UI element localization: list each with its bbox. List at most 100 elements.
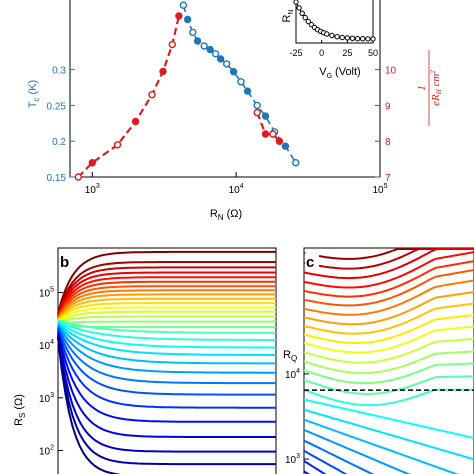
inset-point [349,35,356,41]
panel-b-curve [57,250,276,314]
panel-a-ytick-left-label: 0.25 [47,101,67,112]
panel-b-curve [57,332,276,438]
inset-xtick-label: -25 [289,48,302,58]
panel-a-xtick-label: 103 [85,183,100,196]
panel-a-frame [69,0,381,178]
panel-a-ytick-left-label: 0.3 [52,66,66,77]
panel-a-ytick-right-label: 8 [385,137,391,148]
svg-text:eRH cm2: eRH cm2 [429,70,443,106]
panel-b-ytick-label: 104 [39,339,54,352]
panel-b-curve [57,285,276,319]
inset-point [360,36,366,42]
panel-b-curve [57,276,276,318]
panel-b-curve [57,323,276,365]
panel-c-frame [303,247,474,474]
panel-b-ylabel: RS(Ω) [13,394,27,426]
panel-c-curve [303,248,474,280]
panel-b-curve [57,324,276,374]
panel-c-curve [303,439,375,474]
panel-a-series-1-point [113,141,122,149]
panel-a-series-1-point [159,67,167,76]
panel-c-curve [303,449,348,474]
panel-c-curve [303,375,474,395]
panel-b-curve [57,320,276,325]
panel-c-curve [303,251,474,289]
panel-b-curve [57,337,123,474]
panel-c-curve [303,418,460,474]
panel-a-ytick-right-label: 7 [385,173,391,184]
panel-a-series-0-point [216,55,225,63]
panel-b-curve [57,322,276,356]
panel-c-curve [303,325,474,354]
panel-c-ytick-label: 104 [285,368,300,381]
panel-a-xtick-label: 105 [372,183,387,196]
panel-b-curve [57,306,276,323]
panel-a-series-0-point [193,37,202,45]
panel-c-curve [303,279,474,316]
panel-a-series-0-point [292,158,300,167]
panel-a-series-0-point [222,60,231,68]
panel-a-series-0-point [237,78,245,86]
panel-a-series-0-point [211,50,220,58]
panel-b-curve [57,266,276,317]
panel-a-ytick-left-label: 0.2 [52,137,66,148]
panel-b-curve [57,315,276,324]
panel-a-series-1-line [77,15,180,178]
panel-a-series-0-point [281,142,290,150]
panel-b-curve [57,330,276,423]
inset-xtick-label: 25 [342,48,352,58]
inset-point [354,36,361,42]
panel-c-curve [303,350,474,375]
panel-c-curve [303,408,474,461]
inset-point [370,36,376,42]
panel-b-rs-curves: 102 103 104 105 b RS(Ω) [13,247,277,474]
panel-c-curve [303,337,474,364]
panel-b-curve [57,271,276,317]
panel-b-label-box [59,253,73,270]
panel-b-curve [57,297,276,322]
inset-point [296,5,302,11]
panel-c-curve [303,302,474,335]
panel-a-series-1-point [148,90,156,99]
panel-c-curve [303,362,474,385]
panel-b-curve [57,261,276,316]
panel-a-series-0-point [261,112,270,120]
panel-b-curve [57,319,277,334]
panel-a-series-0-point [229,67,238,76]
panel-a-series-0-point [183,15,192,24]
inset-xtick-label: 50 [368,48,378,58]
panel-a-inset: -25 0 25 50 RN VG (Volt) [281,0,378,80]
inset-point [329,32,335,39]
inset-xtick-label: 0 [319,48,324,58]
panel-b-curve [57,326,276,385]
inset-point [305,18,311,25]
panel-c-curve [303,314,474,345]
panel-a-series-1-point [131,117,140,126]
panel-a-series-0-point [189,28,197,37]
panel-b-curve [57,310,276,324]
panel-c-label: c [306,254,314,271]
inset-xlabel: VG (Volt) [319,66,360,80]
panel-a-series-1-point [175,12,183,20]
panel-b-curve [57,336,276,466]
panel-a-series-0-point [179,1,188,9]
inset-point [293,0,299,5]
inset-point [334,34,340,40]
panel-b-curve [57,334,276,453]
panel-a-series-0-point [206,45,214,54]
svg-text:1: 1 [416,85,428,91]
panel-c-rq-label: RQ [283,349,297,363]
panel-a-series-0-point [253,101,261,110]
panel-a-series-1-point [74,173,83,181]
panel-a-series-0-point [200,42,208,50]
panel-a-series-2-point [275,137,284,145]
panel-b-curve [57,293,276,321]
panel-a-series-2-point [269,130,277,138]
panel-a-ytick-right-label: 9 [385,101,391,112]
panel-a-ylabel-left: Tc(K) [27,80,41,108]
panel-a-ylabel-right: 1 eRH cm2 [416,50,443,126]
panel-b-curve [57,329,276,409]
inset-point [344,35,350,41]
inset-point [324,31,330,37]
